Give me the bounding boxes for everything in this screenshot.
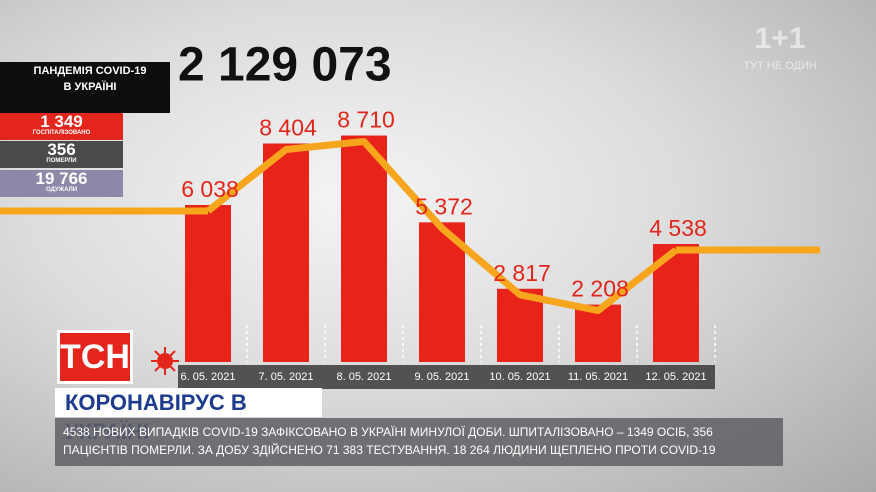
- x-tick-label: 6. 05. 2021: [180, 371, 235, 383]
- stat-box: 356 ПОМЕРЛИ: [0, 141, 123, 168]
- sidebar-title: ПАНДЕМІЯ COVID-19 В УКРАЇНІ: [0, 62, 170, 113]
- stat-value: 1 349: [40, 112, 83, 131]
- date-strip: [178, 365, 715, 389]
- bar: [341, 135, 387, 362]
- stat-box: 19 766 ОДУЖАЛИ: [0, 170, 123, 197]
- stat-label: ГОСПІТАЛІЗОВАНО: [32, 130, 91, 136]
- ticker: 4538 НОВИХ ВИПАДКІВ COVID-19 ЗАФІКСОВАНО…: [55, 418, 783, 466]
- channel-slogan: ТУТ НЕ ОДИН: [743, 60, 816, 72]
- stat-value: 19 766: [35, 169, 88, 188]
- value-label: 2 208: [571, 276, 629, 302]
- x-tick-label: 7. 05. 2021: [258, 371, 313, 383]
- channel-logo: 1+1: [755, 22, 806, 55]
- trend-line: [205, 138, 679, 315]
- stat-value: 356: [47, 140, 76, 159]
- show-logo: ТСН: [57, 330, 133, 384]
- value-label: 4 538: [649, 215, 707, 241]
- stat-box: 1 349 ГОСПІТАЛІЗОВАНО: [0, 113, 123, 140]
- value-label: 5 372: [415, 193, 473, 219]
- x-tick-label: 9. 05. 2021: [414, 371, 469, 383]
- stat-label: ОДУЖАЛИ: [45, 187, 78, 193]
- total-cases: 2 129 073: [178, 39, 392, 92]
- stat-label: ПОМЕРЛИ: [46, 158, 77, 164]
- sidebar-title-text: ПАНДЕМІЯ COVID-19 В УКРАЇНІ: [33, 65, 147, 93]
- x-tick-label: 8. 05. 2021: [336, 371, 391, 383]
- value-label: 8 404: [259, 115, 317, 141]
- x-tick-label: 10. 05. 2021: [489, 371, 550, 383]
- value-label: 6 038: [181, 176, 239, 202]
- headline: КОРОНАВІРУС В УКРАЇНІ: [55, 388, 322, 444]
- value-label: 2 817: [493, 260, 551, 286]
- x-tick-label: 12. 05. 2021: [645, 371, 706, 383]
- x-tick-label: 11. 05. 2021: [568, 371, 628, 383]
- bar: [575, 304, 621, 362]
- bar: [263, 143, 309, 362]
- bar: [185, 205, 231, 362]
- virus-icon: [151, 347, 179, 375]
- value-label: 8 710: [337, 107, 395, 133]
